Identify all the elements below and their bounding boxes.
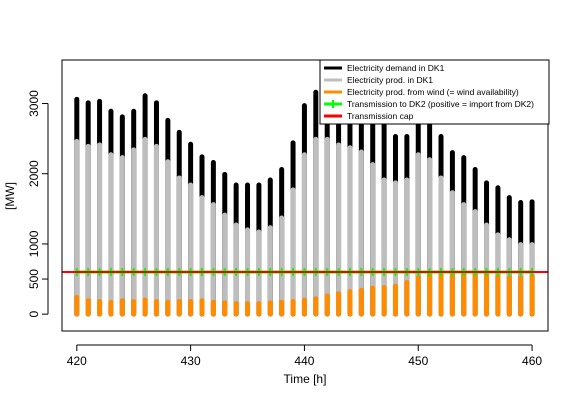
x-tick-label: 460	[522, 354, 542, 368]
x-tick-label: 450	[408, 354, 428, 368]
x-tick-label: 420	[67, 354, 87, 368]
y-tick-label: 1000	[27, 230, 41, 257]
y-axis-label: [MW]	[3, 182, 17, 210]
legend-label: Electricity prod. from wind (= wind avai…	[347, 87, 519, 97]
legend-label: Transmission to DK2 (positive = import f…	[347, 99, 534, 109]
plot-frame	[61, 59, 549, 332]
legend-box	[319, 59, 550, 125]
y-tick-label: 2000	[27, 160, 41, 187]
legend-point	[329, 100, 337, 108]
x-tick-label: 430	[181, 354, 201, 368]
x-axis-label: Time [h]	[284, 372, 327, 386]
legend-label: Electricity prod. in DK1	[347, 75, 433, 85]
y-tick-label: 3000	[27, 90, 41, 117]
legend-label: Electricity demand in DK1	[347, 63, 445, 73]
y-tick-label: 500	[27, 269, 41, 289]
x-tick-label: 440	[294, 354, 314, 368]
legend-label: Transmission cap	[347, 111, 414, 121]
y-tick-label: 0	[27, 310, 41, 317]
